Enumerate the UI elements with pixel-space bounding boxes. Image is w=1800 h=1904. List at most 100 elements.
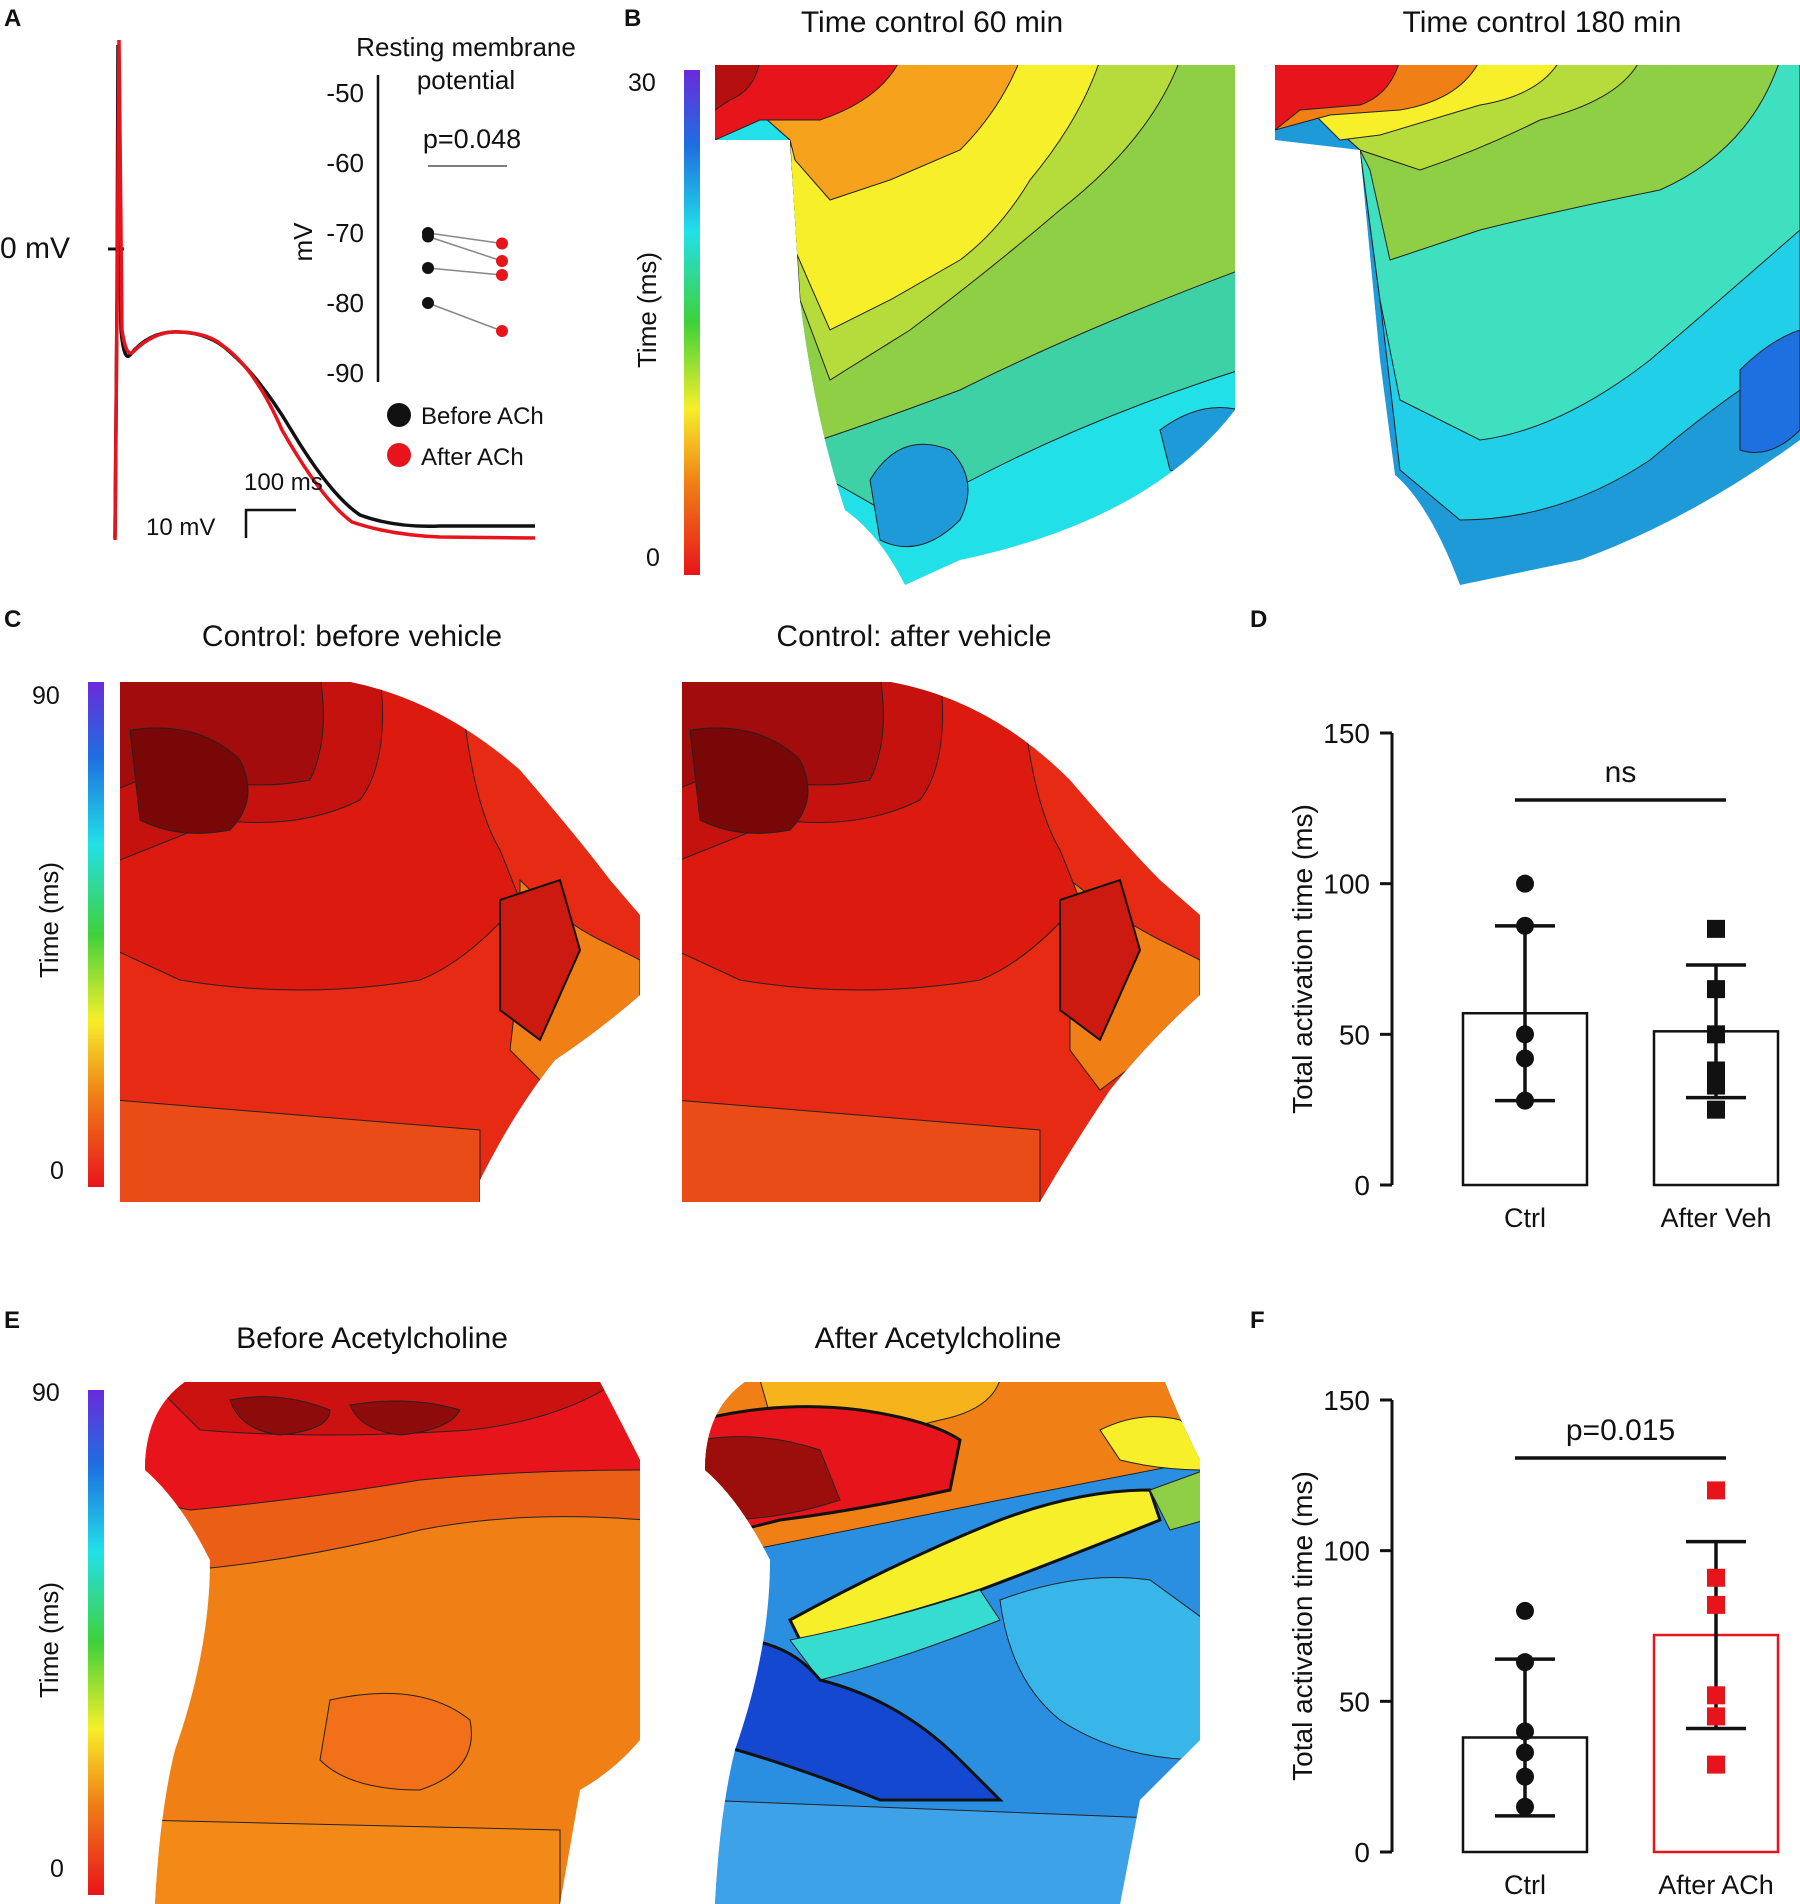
data-point [1707, 1076, 1725, 1095]
inset-pair-line [427, 232, 503, 245]
y-axis-label: Total activation time (ms) [1287, 804, 1318, 1114]
data-point [1707, 1061, 1725, 1080]
panel-c-title-2: Control: after vehicle [776, 620, 1051, 653]
y-axis-label: Total activation time (ms) [1287, 1471, 1318, 1781]
category-label: After ACh [1658, 1870, 1774, 1900]
y-tick-label: 0 [1354, 1170, 1370, 1201]
inset-title-line2: potential [417, 65, 515, 95]
data-point [1516, 916, 1534, 935]
colorbar-c-label: Time (ms) [34, 862, 64, 978]
data-point [1707, 1100, 1725, 1119]
data-point [1707, 1481, 1725, 1500]
colorbar-c-min: 0 [50, 1157, 64, 1185]
map-b2 [1275, 65, 1800, 585]
inset-tick-label: -90 [326, 358, 364, 388]
inset-ylabel: mV [288, 222, 318, 262]
colorbar-e [88, 1390, 104, 1895]
category-label: Ctrl [1504, 1870, 1546, 1900]
inset-point-after [496, 237, 508, 250]
inset-pvalue: p=0.048 [423, 124, 521, 154]
colorbar-b-label: Time (ms) [632, 252, 662, 368]
inset-point-after [496, 269, 508, 281]
y-tick-label: 100 [1323, 869, 1370, 900]
panel-c-title-1: Control: before vehicle [202, 620, 502, 653]
legend: Before ACh After ACh [387, 403, 544, 471]
panel-label-f: F [1250, 1307, 1265, 1334]
data-point [1516, 1601, 1534, 1620]
panel-e: E Before Acetylcholine After Acetylcholi… [4, 1307, 1200, 1904]
map-e2 [705, 1382, 1200, 1904]
y-tick-label: 150 [1323, 718, 1370, 749]
colorbar-e-max: 90 [32, 1379, 60, 1407]
inset-point-before [422, 230, 434, 243]
y-tick-label: 150 [1323, 1385, 1370, 1416]
y-tick-label: 50 [1339, 1686, 1370, 1717]
y-tick-label: 50 [1339, 1019, 1370, 1050]
data-point [1516, 1653, 1534, 1672]
panel-label-d: D [1250, 606, 1267, 633]
data-point [1707, 1707, 1725, 1726]
data-point [1516, 1767, 1534, 1786]
chart-f: 0 50 100 150 Total activation time (ms) Ctrl A… [1287, 1385, 1780, 1900]
inset-point-before [422, 297, 434, 309]
inset-tick-label: -70 [326, 218, 364, 248]
legend-label-after: After ACh [421, 444, 524, 471]
colorbar-b-min: 0 [646, 544, 660, 572]
panel-label-a: A [4, 5, 21, 32]
data-point [1516, 1091, 1534, 1110]
inset-data-points [422, 227, 508, 337]
colorbar-e-label: Time (ms) [34, 1582, 64, 1698]
data-point [1707, 1755, 1725, 1774]
panel-label-c: C [4, 606, 21, 633]
colorbar-b [684, 70, 700, 575]
ap-trace-after [113, 39, 536, 541]
colorbar-c [88, 682, 104, 1187]
data-point [1516, 874, 1534, 893]
significance-label: p=0.015 [1566, 1414, 1675, 1447]
data-point [1516, 1797, 1534, 1816]
panel-label-b: B [624, 5, 641, 32]
inset-pair-line [427, 267, 503, 276]
legend-label-before: Before ACh [421, 403, 544, 430]
panel-b-title-1: Time control 60 min [801, 6, 1063, 39]
data-point [1707, 1025, 1725, 1044]
data-point [1516, 1025, 1534, 1044]
panel-c: C Control: before vehicle Control: after… [4, 606, 1200, 1202]
panel-f: F 0 50 100 150 Total activation time (ms) Ctr… [1250, 1307, 1780, 1900]
inset-tick-label: -60 [326, 148, 364, 178]
inset-title-line1: Resting membrane [356, 32, 576, 62]
inset-pair-line [427, 302, 503, 332]
zero-mv-label: 0 mV [0, 232, 70, 265]
inset-tick-label: -50 [326, 78, 364, 108]
inset-tick-label: -80 [326, 288, 364, 318]
significance-label: ns [1605, 756, 1637, 789]
map-b1 [715, 65, 1235, 585]
panel-d: D 0 50 100 150 Total activation time (ms) Ctr… [1250, 606, 1780, 1233]
data-point [1707, 1595, 1725, 1614]
data-point [1707, 1686, 1725, 1705]
legend-marker-after [387, 443, 411, 467]
category-label: Ctrl [1504, 1203, 1546, 1233]
category-label: After Veh [1660, 1203, 1771, 1233]
panel-a: A 0 mV 100 ms 10 mV Resting membrane pot… [0, 5, 576, 541]
inset-tick-labels: -50 -60 -70 -80 -90 [326, 78, 364, 388]
data-point [1516, 1049, 1534, 1068]
data-point [1516, 1722, 1534, 1741]
colorbar-c-max: 90 [32, 682, 60, 710]
colorbar-e-min: 0 [50, 1855, 64, 1883]
data-point [1707, 980, 1725, 999]
rmp-inset: Resting membrane potential -50-60-70-80-… [288, 32, 576, 388]
panel-b-title-2: Time control 180 min [1403, 6, 1682, 39]
map-c2 [682, 682, 1200, 1202]
scale-time-label: 100 ms [244, 469, 323, 496]
panel-e-title-2: After Acetylcholine [815, 1322, 1062, 1355]
colorbar-b-max: 30 [628, 69, 656, 97]
map-c1 [120, 682, 640, 1202]
data-point [1707, 1568, 1725, 1587]
y-tick-label: 0 [1354, 1837, 1370, 1868]
data-point [1516, 1743, 1534, 1762]
inset-pair-line [427, 235, 503, 262]
chart-d: 0 50 100 150 Total activation time (ms) Ctrl A… [1287, 718, 1780, 1233]
legend-marker-before [387, 403, 411, 427]
